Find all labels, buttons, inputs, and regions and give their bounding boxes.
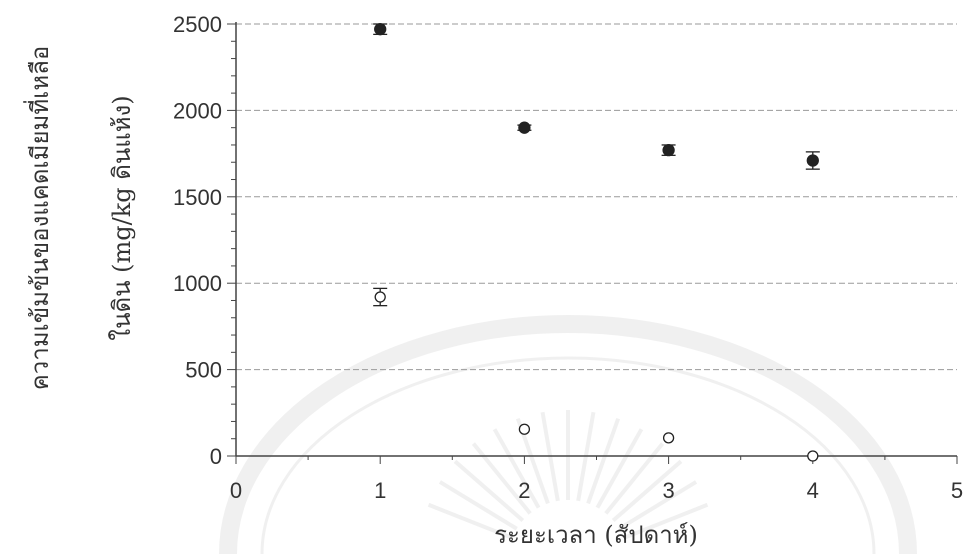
grid-lines — [236, 23, 957, 371]
y-tick-label: 2000 — [173, 98, 222, 123]
watermark-ray — [427, 502, 513, 540]
watermark-ray — [604, 442, 665, 515]
x-tick-label: 2 — [518, 478, 530, 503]
watermark-ray — [623, 502, 709, 540]
data-points — [373, 23, 820, 462]
open-data-point — [374, 291, 386, 303]
x-axis-label: ระยะเวลา (สัปดาห์) — [494, 521, 698, 549]
watermark-ray — [586, 417, 621, 505]
filled-data-point — [806, 154, 819, 167]
filled-data-point — [662, 143, 675, 157]
x-tick-label: 4 — [807, 478, 819, 503]
x-tick-label: 1 — [374, 478, 386, 503]
watermark-ray — [611, 459, 683, 523]
filled-data-point — [518, 121, 531, 134]
filled-data-point — [374, 23, 387, 36]
y-tick-label: 1000 — [173, 271, 222, 296]
watermark-seal — [219, 315, 917, 554]
open-data-point — [807, 450, 819, 462]
x-tick-label: 0 — [230, 478, 242, 503]
open-data-point — [518, 423, 531, 435]
y-axis-label-line1: ความเข้มข้นของแคดเมียมที่เหลือ — [23, 46, 54, 391]
axes — [227, 22, 958, 464]
x-tick-label: 3 — [662, 478, 674, 503]
x-tick-label: 5 — [951, 478, 963, 503]
open-data-point — [662, 432, 675, 444]
y-tick-label: 500 — [185, 358, 222, 383]
y-axis-label-line2: ในดิน (mg/kg ดินแห้ง) — [108, 95, 136, 340]
watermark-ray — [492, 428, 541, 509]
watermark-ray — [595, 428, 644, 509]
watermark-ray — [618, 480, 698, 531]
watermark-ray — [453, 459, 525, 523]
y-tick-label: 0 — [210, 444, 222, 469]
tick-labels: 0 500 1000 1500 2000 2500 0 1 2 3 4 5 — [173, 12, 963, 503]
watermark-ray — [471, 442, 532, 515]
y-tick-label: 1500 — [173, 185, 222, 210]
watermark-ray — [438, 480, 518, 531]
y-tick-label: 2500 — [173, 12, 222, 37]
